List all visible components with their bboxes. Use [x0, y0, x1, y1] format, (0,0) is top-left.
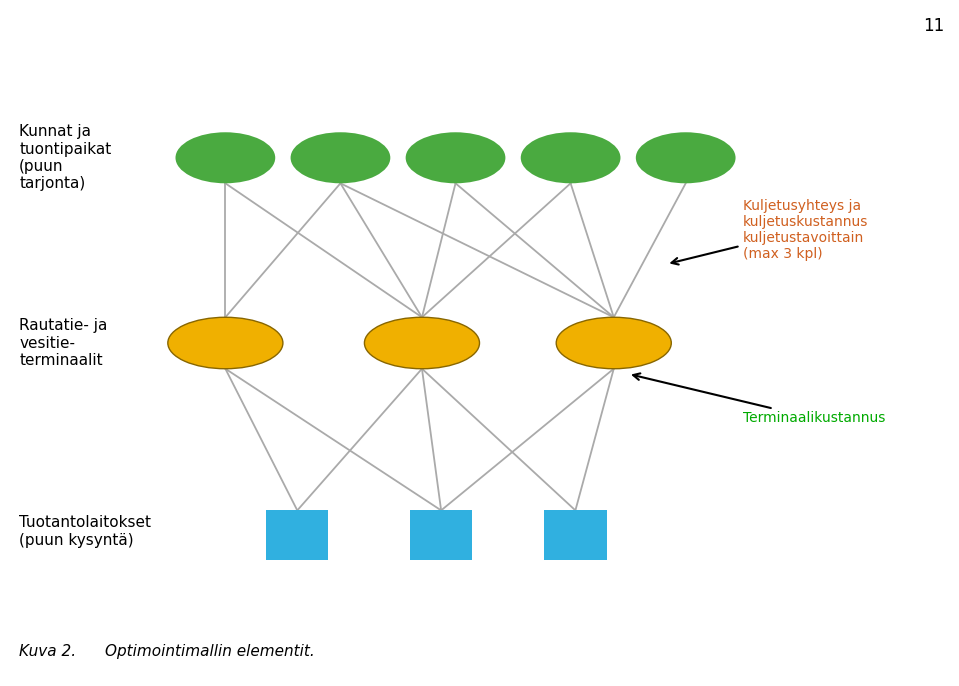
Text: Optimointimallin elementit.: Optimointimallin elementit.: [105, 643, 316, 659]
Ellipse shape: [364, 317, 480, 369]
Text: 11: 11: [924, 17, 945, 35]
Ellipse shape: [168, 317, 283, 369]
Text: Terminaalikustannus: Terminaalikustannus: [633, 373, 885, 425]
Bar: [266, 510, 328, 560]
Text: Kuljetusyhteys ja
kuljetuskustannus
kuljetustavoittain
(max 3 kpl): Kuljetusyhteys ja kuljetuskustannus kulj…: [671, 198, 869, 265]
Ellipse shape: [175, 132, 275, 183]
Bar: [545, 510, 607, 560]
Bar: [410, 510, 472, 560]
Ellipse shape: [291, 132, 390, 183]
Text: Tuotantolaitokset
(puun kysyntä): Tuotantolaitokset (puun kysyntä): [19, 515, 152, 548]
Ellipse shape: [406, 132, 505, 183]
Ellipse shape: [521, 132, 620, 183]
Ellipse shape: [636, 132, 736, 183]
Text: Kuva 2.: Kuva 2.: [19, 643, 77, 659]
Ellipse shape: [556, 317, 671, 369]
Text: Rautatie- ja
vesitie-
terminaalit: Rautatie- ja vesitie- terminaalit: [19, 318, 107, 368]
Text: Kunnat ja
tuontipaikat
(puun
tarjonta): Kunnat ja tuontipaikat (puun tarjonta): [19, 124, 111, 191]
